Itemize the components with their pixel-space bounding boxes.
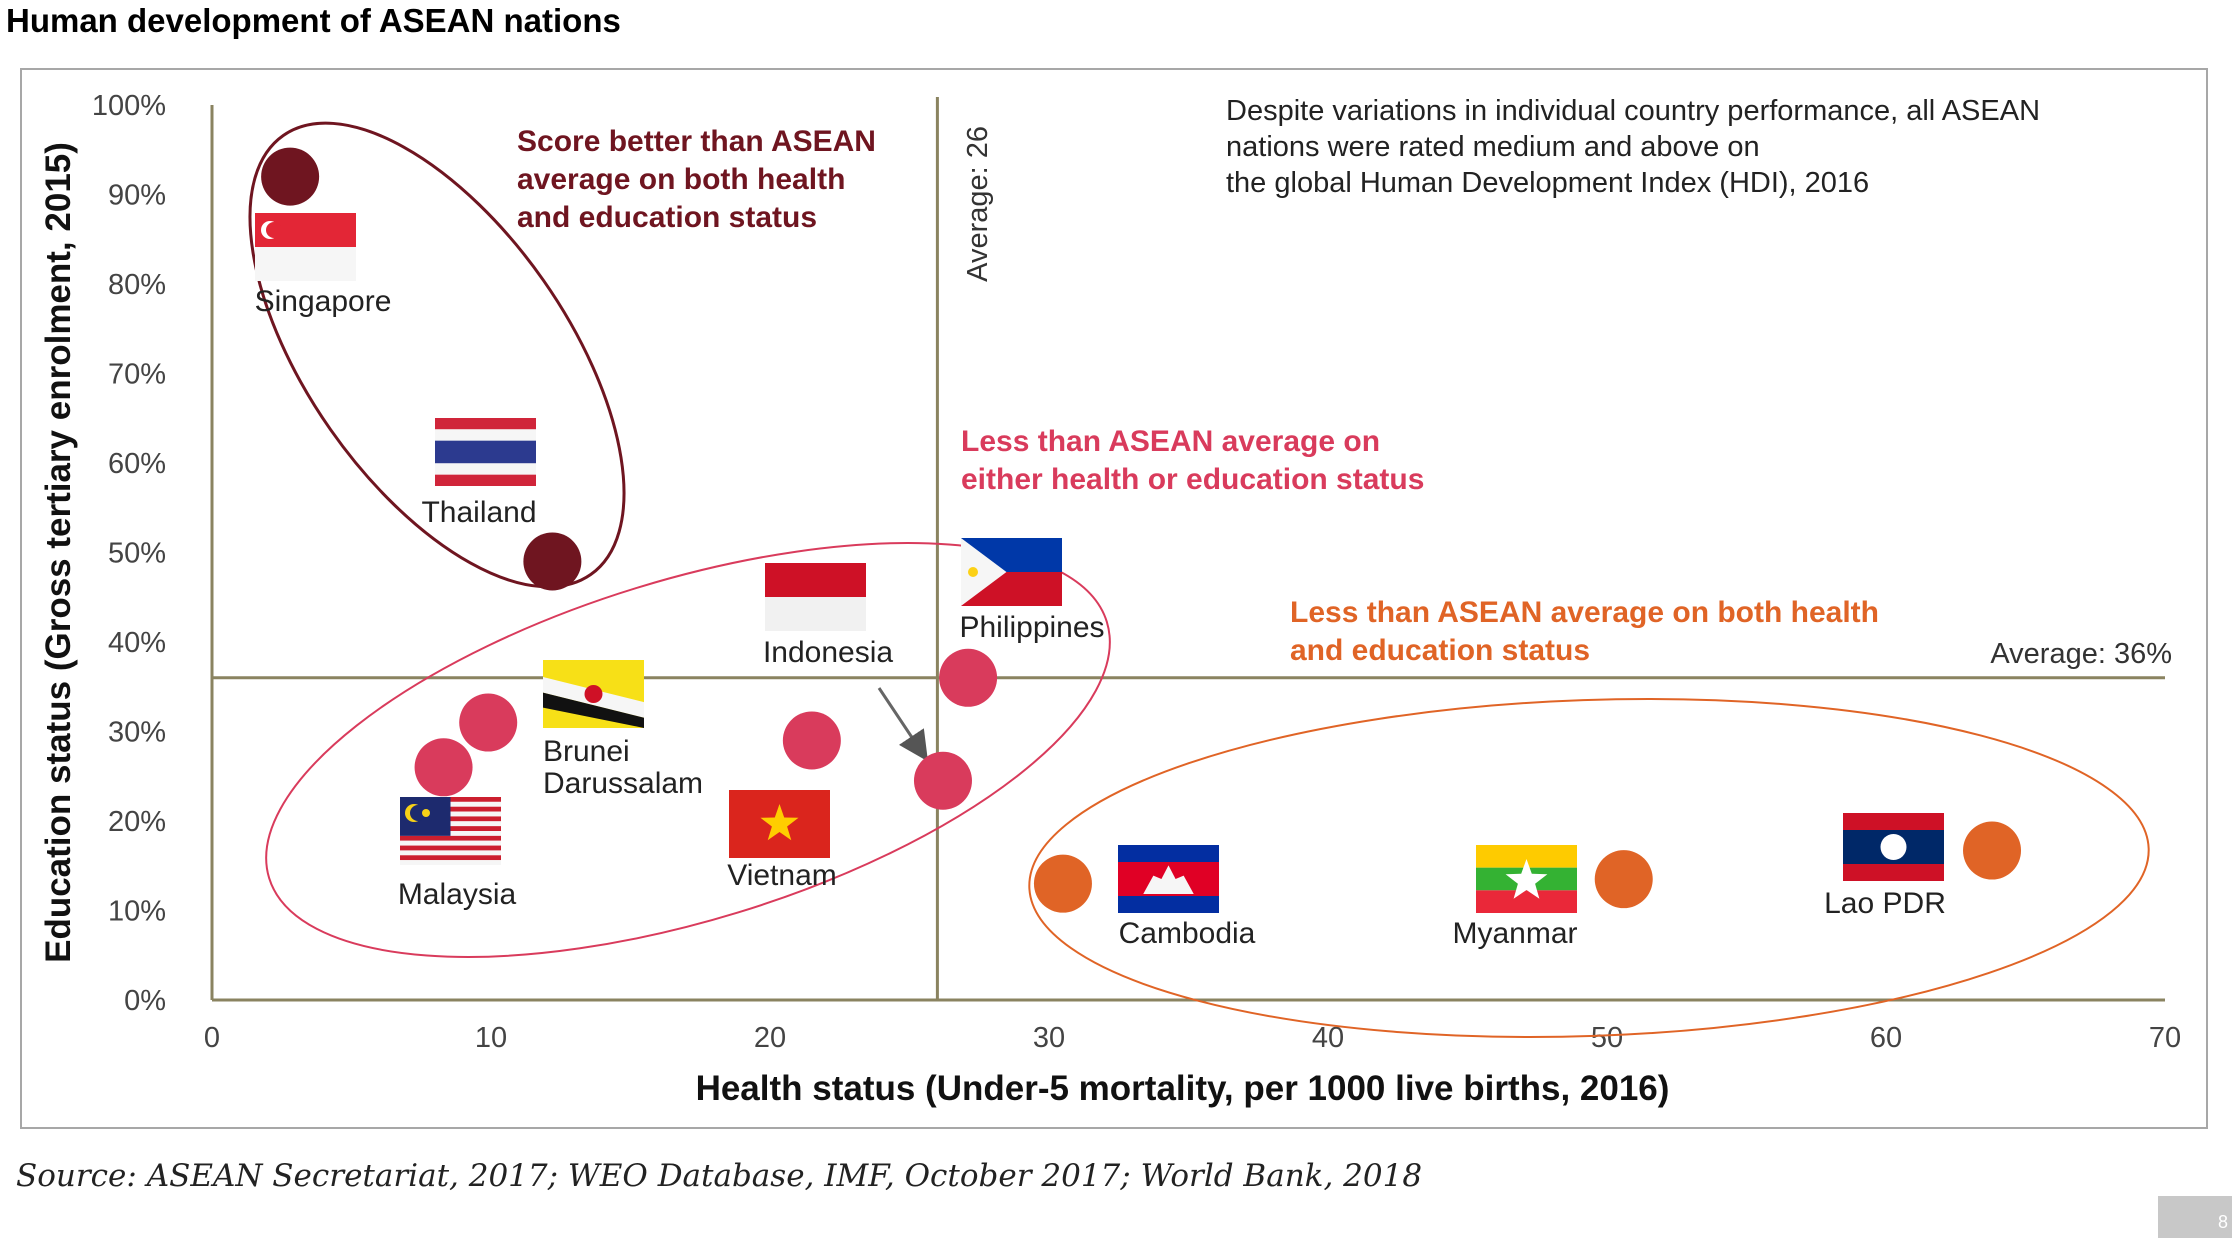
data-point-lao-pdr xyxy=(1963,821,2022,880)
vietnam-flag xyxy=(729,790,830,858)
data-point-cambodia xyxy=(1033,854,1092,913)
vietnam-star xyxy=(760,804,799,841)
philippines-sun xyxy=(968,567,978,577)
country-label: Brunei Darussalam xyxy=(543,735,703,800)
thailand-flag-part xyxy=(435,440,536,464)
chart-svg: 0 10 20 30 40 50 60 700%10%20%30%40%50%60%70%80… xyxy=(39,90,2181,1108)
y-tick-label: 50% xyxy=(108,538,166,570)
laos-flag-part xyxy=(1843,813,1944,830)
indonesia-arrow xyxy=(877,687,928,762)
myanmar-flag xyxy=(1476,845,1577,913)
y-tick-label: 30% xyxy=(108,717,166,749)
page-number-tab: 8 xyxy=(2158,1196,2232,1238)
hdi-note: Despite variations in individual country… xyxy=(1226,95,2040,199)
annotation-either: Less than ASEAN average on either health … xyxy=(961,425,1424,496)
country-label: Myanmar xyxy=(1452,917,1577,950)
group-ellipse-both-below xyxy=(1028,697,2150,1039)
indonesia-flag-part xyxy=(765,597,866,631)
y-tick-label: 60% xyxy=(108,448,166,480)
x-tick-label: 30 xyxy=(1033,1022,1065,1054)
source-note: Source: ASEAN Secretariat, 2017; WEO Dat… xyxy=(16,1158,1423,1194)
philippines-flag xyxy=(961,538,1062,606)
average-x-label: Average: 26 xyxy=(962,126,994,282)
y-tick-label: 20% xyxy=(108,806,166,838)
thailand-flag-part xyxy=(435,463,536,475)
brunei-black-band xyxy=(543,692,644,728)
country-label: Indonesia xyxy=(763,636,893,669)
y-tick-label: 100% xyxy=(92,90,166,122)
malaysia-flag-part xyxy=(400,860,501,865)
country-label: Malaysia xyxy=(398,878,517,911)
x-tick-label: 0 xyxy=(204,1022,220,1054)
myanmar-flag-part xyxy=(1476,890,1577,913)
malaysia-flag-part xyxy=(400,845,501,851)
malaysia-flag-part xyxy=(400,855,501,861)
annotation-both-below: Less than ASEAN average on both health an… xyxy=(1290,596,1879,667)
thailand-flag-part xyxy=(435,474,536,486)
malaysia-flag-part xyxy=(400,840,501,846)
brunei-emblem xyxy=(584,685,603,703)
page-number: 8 xyxy=(2217,1212,2228,1232)
malaysia-flag xyxy=(400,797,501,865)
cambodia-flag-part xyxy=(1118,896,1219,913)
thailand-flag-part xyxy=(435,429,536,441)
cambodia-flag xyxy=(1118,845,1219,913)
country-label: Cambodia xyxy=(1119,917,1256,950)
x-tick-label: 60 xyxy=(1870,1022,1902,1054)
annotation-better-both: Score better than ASEAN average on both h… xyxy=(517,125,876,234)
y-tick-label: 40% xyxy=(108,627,166,659)
philippines-triangle xyxy=(961,538,1007,606)
x-axis-title: Health status (Under-5 mortality, per 10… xyxy=(696,1069,1670,1108)
cambodia-flag-part xyxy=(1118,845,1219,862)
x-tick-label: 70 xyxy=(2149,1022,2181,1054)
data-point-brunei-darussalam xyxy=(459,693,518,752)
data-point-indonesia xyxy=(913,751,972,810)
y-tick-label: 10% xyxy=(108,896,166,928)
myanmar-star xyxy=(1505,859,1548,899)
country-label: Vietnam xyxy=(727,859,837,892)
singapore-flag-part xyxy=(255,247,356,281)
malaysia-star xyxy=(422,809,430,817)
malaysia-flag-part xyxy=(400,835,501,841)
data-point-thailand xyxy=(523,532,582,591)
data-point-myanmar xyxy=(1594,850,1653,909)
indonesia-flag xyxy=(765,563,866,631)
country-label: Philippines xyxy=(959,611,1104,644)
singapore-flag xyxy=(255,213,356,281)
y-axis-title: Education status (Gross tertiary enrolme… xyxy=(39,142,78,963)
average-y-label: Average: 36% xyxy=(1990,638,2172,670)
chart-title: Human development of ASEAN nations xyxy=(6,2,621,39)
myanmar-flag-part xyxy=(1476,845,1577,868)
x-tick-label: 50 xyxy=(1591,1022,1623,1054)
malaysia-crescent-cut xyxy=(410,805,426,821)
malaysia-flag-part xyxy=(400,850,501,856)
data-point-vietnam xyxy=(782,711,841,770)
group-ellipse-better xyxy=(248,121,626,589)
y-tick-label: 0% xyxy=(124,985,166,1017)
laos-flag-part xyxy=(1843,864,1944,881)
data-point-philippines xyxy=(939,648,998,707)
x-tick-label: 10 xyxy=(475,1022,507,1054)
brunei-flag xyxy=(543,660,644,728)
country-label: Lao PDR xyxy=(1824,887,1946,920)
country-label: Thailand xyxy=(421,496,536,529)
cambodia-temple xyxy=(1143,865,1194,894)
indonesia-flag-part xyxy=(765,563,866,597)
group-ellipse-either xyxy=(265,542,1111,958)
laos-flag xyxy=(1843,813,1944,881)
laos-disc xyxy=(1880,834,1907,860)
data-point-singapore xyxy=(261,147,320,206)
singapore-crescent-cut xyxy=(266,222,282,238)
thailand-flag xyxy=(435,418,536,486)
y-tick-label: 90% xyxy=(108,180,166,212)
country-label: Singapore xyxy=(255,285,392,318)
y-tick-label: 70% xyxy=(108,359,166,391)
chart-frame xyxy=(20,68,2208,1129)
thailand-flag-part xyxy=(435,418,536,430)
x-tick-label: 20 xyxy=(754,1022,786,1054)
y-tick-label: 80% xyxy=(108,269,166,301)
data-point-malaysia xyxy=(414,738,473,797)
